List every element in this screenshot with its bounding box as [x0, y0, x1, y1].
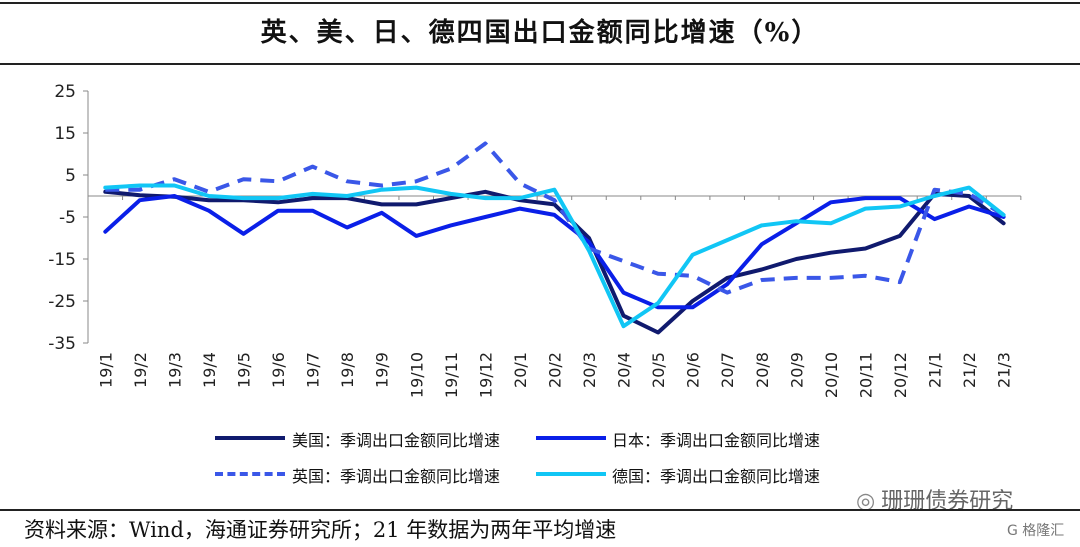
- x-tick-label: 20/5: [649, 352, 668, 388]
- y-tick-label: -25: [48, 292, 76, 312]
- series-line-3: [105, 141, 1005, 295]
- x-tick-label: 19/1: [96, 352, 115, 388]
- top-rule: [0, 2, 1080, 4]
- legend-label: 英国：季调出口金额同比增速: [292, 467, 501, 486]
- x-tick-label: 19/7: [304, 352, 323, 388]
- bottom-rule: [0, 509, 1080, 511]
- y-tick-label: 15: [54, 124, 76, 144]
- x-tick-label: 20/2: [545, 352, 564, 388]
- wechat-icon: ◎: [856, 489, 876, 514]
- x-tick-label: 19/3: [165, 352, 184, 388]
- title-rule: [0, 63, 1080, 65]
- x-tick-label: 21/1: [926, 352, 945, 388]
- x-tick-label: 20/1: [511, 352, 530, 388]
- legend-swatch: [215, 436, 285, 440]
- x-tick-label: 21/3: [995, 352, 1014, 388]
- x-tick-label: 19/4: [200, 352, 219, 388]
- x-tick-label: 20/7: [718, 352, 737, 388]
- series-line-4: [103, 183, 1006, 329]
- legend-label: 日本：季调出口金额同比增速: [612, 431, 821, 450]
- legend-label: 美国：季调出口金额同比增速: [292, 431, 501, 450]
- x-tick-label: 20/4: [615, 352, 634, 388]
- y-tick-label: -5: [59, 208, 76, 228]
- watermark-secondary: G 格隆汇: [1007, 523, 1065, 539]
- x-tick-label: 19/10: [407, 352, 426, 398]
- legend-swatch: [536, 472, 606, 476]
- x-tick-label: 20/10: [822, 352, 841, 398]
- y-tick-label: -35: [48, 334, 76, 354]
- x-tick-label: 19/8: [338, 352, 357, 388]
- y-tick-label: -15: [48, 250, 76, 270]
- x-tick-label: 20/9: [787, 352, 806, 388]
- x-tick-label: 20/12: [891, 352, 910, 398]
- x-tick-label: 19/2: [131, 352, 150, 388]
- legend-label: 德国：季调出口金额同比增速: [612, 467, 821, 486]
- series-line-2: [103, 194, 1006, 310]
- x-tick-label: 19/6: [269, 352, 288, 388]
- legend-swatch: [536, 436, 606, 440]
- x-tick-label: 19/9: [373, 352, 392, 388]
- x-tick-label: 20/8: [753, 352, 772, 388]
- x-tick-label: 19/12: [476, 352, 495, 398]
- y-tick-label: 5: [65, 166, 76, 186]
- x-tick-label: 20/6: [684, 352, 703, 388]
- chart-title: 英、美、日、德四国出口金额同比增速（%）: [260, 18, 820, 48]
- x-tick-label: 19/5: [235, 352, 254, 388]
- legend-swatch: [215, 472, 285, 476]
- x-tick-label: 19/11: [442, 352, 461, 398]
- x-tick-label: 20/3: [580, 352, 599, 388]
- y-tick-label: 25: [54, 82, 76, 102]
- x-tick-label: 20/11: [856, 352, 875, 398]
- x-tick-label: 21/2: [960, 352, 979, 388]
- source-note: 资料来源：Wind，海通证券研究所；21 年数据为两年平均增速: [24, 518, 617, 542]
- series-line-1: [103, 189, 1006, 335]
